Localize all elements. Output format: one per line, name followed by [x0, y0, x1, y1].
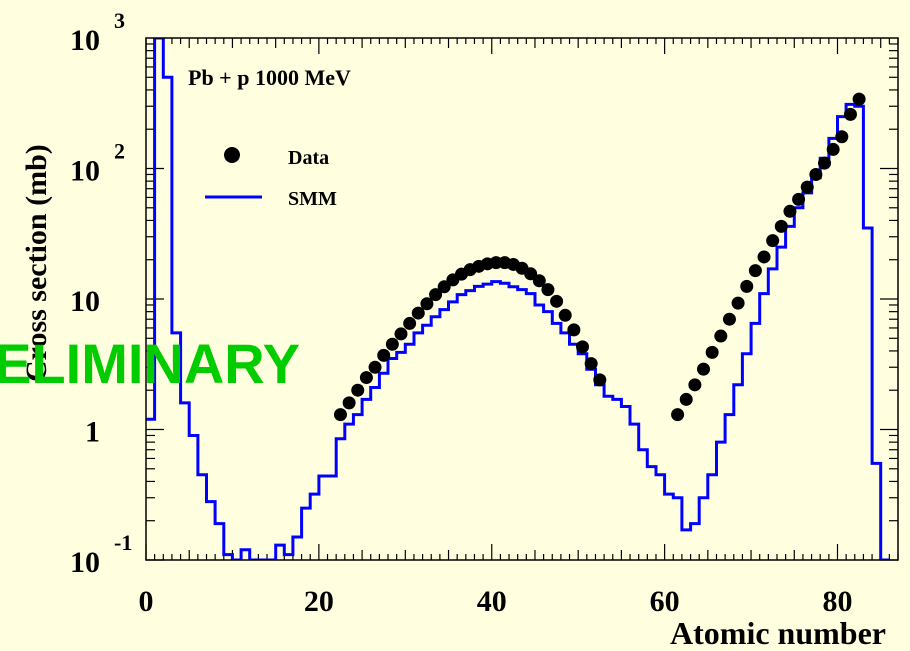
data-point — [342, 396, 356, 410]
data-point — [835, 130, 849, 144]
data-point — [351, 383, 365, 397]
data-layer — [333, 92, 866, 422]
data-point — [766, 234, 780, 248]
data-point — [524, 267, 538, 281]
data-point — [593, 373, 607, 387]
y-axis-label: Cross section (mb) — [20, 144, 53, 382]
y-tick-labels: 10 -1 1 10 10 2 10 3 — [70, 8, 132, 579]
data-point — [792, 192, 806, 206]
x-tick-label: 60 — [650, 585, 680, 618]
data-point — [679, 392, 693, 406]
data-point — [377, 348, 391, 362]
smm-series-line — [146, 38, 890, 560]
y-tick-label: 1 — [85, 416, 100, 449]
data-point — [558, 308, 572, 322]
data-point — [722, 312, 736, 326]
data-point — [774, 219, 788, 233]
data-point — [714, 329, 728, 343]
y-tick-label: 10 — [70, 285, 100, 318]
x-tick-label: 0 — [139, 585, 154, 618]
legend: Data SMM — [205, 147, 337, 210]
plot-frame — [145, 37, 899, 561]
y-tick-exponent: 2 — [114, 139, 125, 164]
data-point — [576, 340, 590, 354]
data-point — [368, 360, 382, 374]
data-point — [852, 92, 866, 106]
y-tick-label: 10 — [70, 155, 100, 188]
data-point — [394, 327, 408, 341]
data-point — [757, 250, 771, 264]
data-point — [688, 378, 702, 392]
data-point — [541, 283, 555, 297]
preliminary-watermark: PRELIMINARY — [0, 332, 300, 395]
data-point — [403, 316, 417, 330]
y-tick-label: 10 — [70, 546, 100, 579]
data-point — [385, 337, 399, 351]
data-point — [818, 156, 832, 170]
data-point — [532, 274, 546, 288]
legend-data-marker — [224, 147, 240, 163]
data-point — [826, 142, 840, 156]
x-tick-label: 20 — [304, 585, 334, 618]
data-point — [567, 323, 581, 337]
legend-data-label: Data — [288, 147, 329, 169]
data-point — [411, 306, 425, 320]
data-point — [800, 180, 814, 194]
x-tick-labels: 0 20 40 60 80 — [139, 585, 853, 618]
data-point — [705, 345, 719, 359]
data-point — [550, 294, 564, 308]
data-point — [359, 371, 373, 385]
data-point — [740, 279, 754, 293]
data-point — [671, 408, 685, 422]
x-tick-label: 80 — [822, 585, 852, 618]
data-point — [333, 408, 347, 422]
data-point — [420, 297, 434, 311]
y-tick-exponent: 3 — [114, 8, 125, 33]
legend-smm-label: SMM — [288, 188, 337, 210]
data-point — [783, 204, 797, 218]
reaction-annotation: Pb + p 1000 MeV — [188, 65, 351, 90]
data-point — [731, 296, 745, 310]
data-point — [584, 357, 598, 371]
data-point — [437, 280, 451, 294]
y-tick-label: 10 — [70, 24, 100, 57]
data-point — [748, 264, 762, 278]
y-tick-exponent: -1 — [114, 530, 132, 555]
data-point — [697, 362, 711, 376]
data-point — [429, 288, 443, 302]
smm-layer — [146, 38, 890, 560]
x-axis-label: Atomic number — [670, 615, 886, 651]
x-tick-label: 40 — [477, 585, 507, 618]
data-point — [843, 107, 857, 121]
data-point — [809, 167, 823, 181]
